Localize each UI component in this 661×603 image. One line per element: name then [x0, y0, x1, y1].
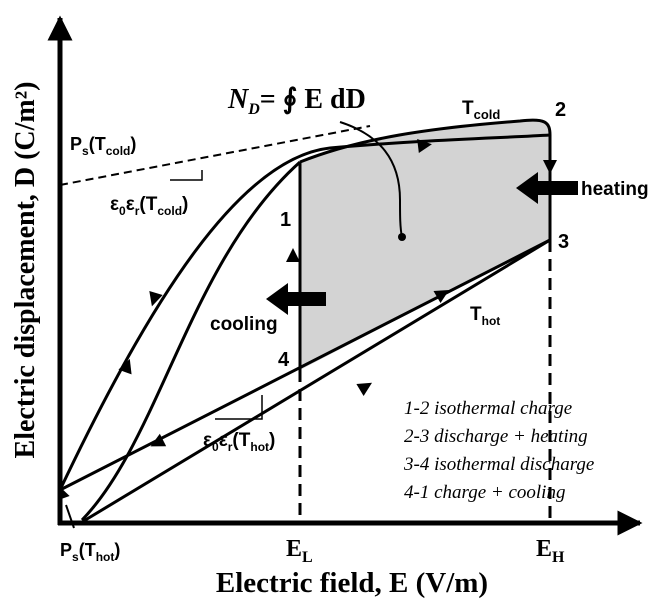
cold-tangent-line: [59, 125, 371, 186]
cold-slope-triangle: [170, 170, 203, 181]
t-hot-lower-line: [81, 238, 551, 524]
eps-cold-label: ε0εr(Tcold): [110, 194, 188, 218]
legend-item: 1-2 isothermal charge: [404, 398, 572, 419]
arrowhead-upper-branch: [417, 139, 432, 153]
point-1-label: 1: [280, 209, 291, 231]
t-hot-label: Thot: [470, 304, 500, 328]
ps-hot-pointer-line: [65, 504, 75, 529]
el-tick-label: EL: [286, 536, 313, 566]
ps-cold-label: Ps(Tcold): [70, 134, 136, 158]
formula-pointer-line: [339, 121, 403, 238]
hot-slope-triangle: [215, 395, 263, 420]
cooling-label: cooling: [210, 314, 278, 335]
arrowhead-eh-down: [543, 160, 557, 174]
legend-item: 4-1 charge + cooling: [404, 482, 565, 503]
eh-tick-label: EH: [536, 536, 565, 566]
arrowhead-el-up: [286, 248, 300, 262]
legend-item: 3-4 isothermal discharge: [403, 454, 594, 475]
point-2-label: 2: [555, 99, 566, 121]
x-axis-label: Electric field, E (V/m): [216, 567, 488, 599]
t-cold-lower-branch: [80, 160, 301, 522]
cooling-arrow-icon: [266, 283, 326, 315]
formula: ND= ∮ E dD: [227, 84, 366, 118]
formula-pointer-dot: [398, 233, 406, 241]
t-hot-upper-line: [59, 238, 551, 492]
arrowhead-cold-lower: [118, 358, 132, 375]
arrowhead-hot-lower: [356, 382, 373, 397]
cycle-area: [300, 120, 550, 371]
arrowhead-return-branch: [149, 290, 163, 307]
legend-item: 2-3 discharge + heating: [404, 426, 588, 447]
heating-label: heating: [581, 179, 649, 200]
eps-hot-label: ε0εr(Thot): [203, 430, 275, 454]
arrowhead-hot-return: [150, 433, 167, 447]
point-4-label: 4: [278, 349, 290, 371]
process-legend: 1-2 isothermal charge 2-3 discharge + he…: [403, 398, 594, 503]
ps-hot-pointer-head: [58, 486, 70, 501]
point-3-label: 3: [558, 231, 569, 253]
heating-arrow-icon: [516, 172, 578, 204]
y-axis-label: Electric displacement, D (C/m²): [10, 82, 41, 459]
ps-hot-label: Ps(Thot): [60, 540, 120, 564]
arrowhead-hot-upper: [433, 290, 450, 304]
t-cold-return-branch: [58, 133, 551, 491]
t-cold-label: Tcold: [462, 98, 500, 122]
